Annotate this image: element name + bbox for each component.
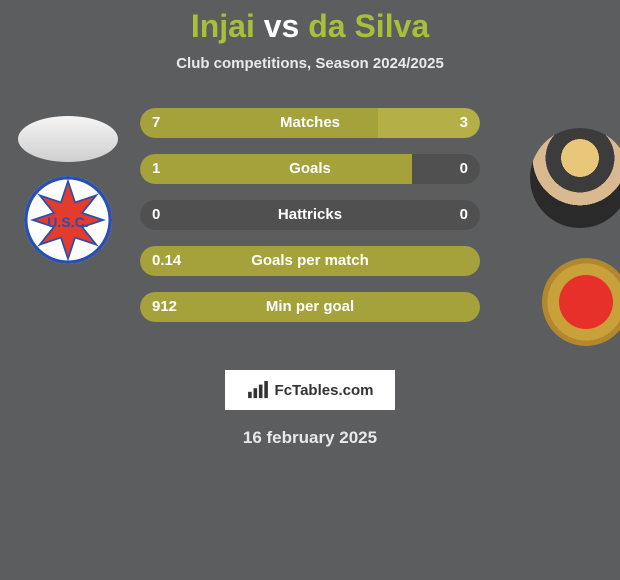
stat-label: Matches [140,108,480,138]
stat-row-hattricks: 00Hattricks [140,200,480,230]
comparison-chart: 73Matches 10Goals 00Hattricks 0.14Goals per… [0,108,620,348]
subtitle: Club competitions, Season 2024/2025 [0,55,620,72]
stat-label: Hattricks [140,200,480,230]
stat-row-min-per-goal: 912Min per goal [140,292,480,322]
stat-label: Goals per match [140,246,480,276]
comparison-title: Injai vs da Silva [0,0,620,45]
vs-text: vs [264,8,300,44]
player1-name: Injai [191,8,255,44]
stat-row-matches: 73Matches [140,108,480,138]
bars-icon [247,381,269,399]
fctables-logo: FcTables.com [225,370,395,410]
stat-row-goals-per-match: 0.14Goals per match [140,246,480,276]
stat-row-goals: 10Goals [140,154,480,184]
stat-label: Goals [140,154,480,184]
logo-text: FcTables.com [275,382,374,399]
stat-label: Min per goal [140,292,480,322]
player2-name: da Silva [308,8,429,44]
snapshot-date: 16 february 2025 [0,428,620,448]
